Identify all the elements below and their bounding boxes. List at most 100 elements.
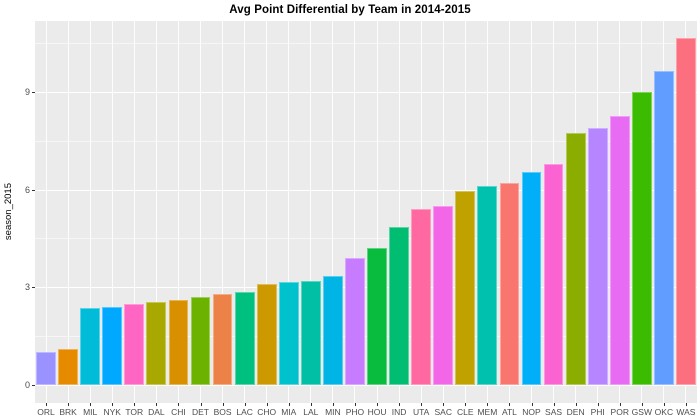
x-tick-label-LAL: LAL — [303, 407, 319, 417]
bar-DAL — [146, 301, 167, 385]
bar-PHO — [345, 257, 365, 385]
plot-panel — [35, 21, 697, 403]
x-tick-label-NYK: NYK — [103, 407, 121, 417]
x-tick-label-SAC: SAC — [434, 407, 452, 417]
x-tick-label-LAC: LAC — [236, 407, 253, 417]
x-tick-label-SAS: SAS — [545, 407, 563, 417]
x-tick-label-PHI: PHI — [590, 407, 605, 417]
bar-MIA — [278, 282, 299, 385]
minor-gridline — [35, 238, 697, 240]
x-tick-mark — [575, 403, 577, 406]
bar-ATL — [499, 183, 520, 385]
bar-CHI — [168, 300, 189, 385]
y-tick-label-6: 6 — [24, 184, 30, 195]
category-gridline — [200, 21, 201, 403]
x-tick-mark — [443, 403, 445, 406]
bar-UTA — [411, 209, 432, 385]
category-gridline — [398, 21, 400, 403]
category-gridline — [133, 21, 135, 403]
bar-MIL — [80, 308, 101, 385]
x-tick-mark — [266, 403, 268, 406]
bar-LAL — [300, 280, 321, 385]
bar-SAS — [543, 163, 564, 385]
x-tick-mark — [597, 403, 599, 406]
category-gridline — [89, 21, 91, 403]
x-tick-mark — [90, 403, 92, 406]
x-tick-mark — [310, 403, 312, 406]
x-tick-mark — [222, 403, 224, 406]
category-gridline — [155, 21, 157, 403]
major-gridline — [35, 189, 697, 191]
x-tick-mark — [487, 403, 489, 406]
chart-title: Avg Point Differential by Team in 2014-2… — [229, 4, 471, 16]
x-tick-label-ATL: ATL — [501, 407, 517, 417]
y-tick-label-9: 9 — [24, 86, 30, 97]
bar-MIN — [322, 275, 343, 385]
x-tick-label-MIL: MIL — [83, 407, 98, 417]
x-tick-label-WAS: WAS — [676, 407, 696, 417]
x-tick-mark — [112, 403, 114, 406]
category-gridline — [45, 21, 47, 403]
x-tick-mark — [134, 403, 136, 406]
x-tick-label-ORL: ORL — [37, 407, 55, 417]
category-gridline — [111, 21, 113, 403]
bar-POR — [609, 116, 630, 385]
category-gridline — [67, 21, 69, 403]
bar-NYK — [102, 306, 123, 385]
x-tick-mark — [46, 403, 48, 406]
x-tick-mark — [685, 403, 687, 406]
major-gridline — [35, 91, 697, 93]
bar-OKC — [653, 70, 674, 385]
x-tick-label-POR: POR — [610, 407, 629, 417]
x-tick-mark — [531, 403, 533, 406]
x-tick-mark — [553, 403, 555, 406]
bar-NOP — [521, 171, 542, 385]
category-gridline — [376, 21, 378, 403]
x-tick-label-DEN: DEN — [566, 407, 585, 417]
x-tick-mark — [377, 403, 379, 406]
bar-SAC — [433, 205, 454, 385]
category-gridline — [310, 21, 312, 403]
x-tick-label-DET: DET — [192, 407, 209, 417]
category-gridline — [288, 21, 290, 403]
x-tick-label-IND: IND — [391, 407, 407, 417]
bar-WAS — [676, 38, 696, 385]
x-tick-mark — [619, 403, 621, 406]
x-tick-label-UTA: UTA — [412, 407, 430, 417]
x-tick-label-CLE: CLE — [457, 407, 474, 417]
bar-DET — [190, 297, 211, 385]
bar-BRK — [58, 349, 79, 385]
y-axis-title: season_2015 — [1, 21, 15, 403]
bar-HOU — [367, 248, 387, 385]
x-tick-label-MEM: MEM — [477, 407, 498, 417]
x-tick-mark — [465, 403, 467, 406]
x-tick-label-CHO: CHO — [257, 407, 277, 417]
x-tick-mark — [509, 403, 511, 406]
x-tick-label-TOR: TOR — [125, 407, 144, 417]
x-tick-label-NOP: NOP — [522, 407, 541, 417]
category-gridline — [244, 21, 246, 403]
x-tick-label-MIA: MIA — [281, 407, 297, 417]
x-tick-label-OKC: OKC — [654, 407, 674, 417]
x-tick-mark — [68, 403, 70, 406]
major-gridline — [35, 385, 697, 386]
x-tick-label-BOS: BOS — [213, 407, 232, 417]
x-tick-label-MIN: MIN — [325, 407, 341, 417]
x-tick-mark — [641, 403, 643, 406]
bar-TOR — [124, 303, 145, 385]
y-tick-label-3: 3 — [24, 282, 30, 293]
x-tick-mark — [200, 403, 202, 406]
bar-IND — [389, 227, 410, 385]
x-tick-mark — [156, 403, 158, 406]
bar-MEM — [477, 186, 498, 385]
category-gridline — [266, 21, 268, 403]
y-tick-mark — [32, 287, 35, 289]
x-tick-mark — [288, 403, 290, 406]
x-tick-mark — [663, 403, 665, 406]
y-tick-mark — [32, 385, 35, 386]
category-gridline — [177, 21, 179, 403]
bar-CHO — [256, 284, 277, 385]
x-tick-label-BRK: BRK — [59, 407, 77, 417]
category-gridline — [222, 21, 224, 403]
